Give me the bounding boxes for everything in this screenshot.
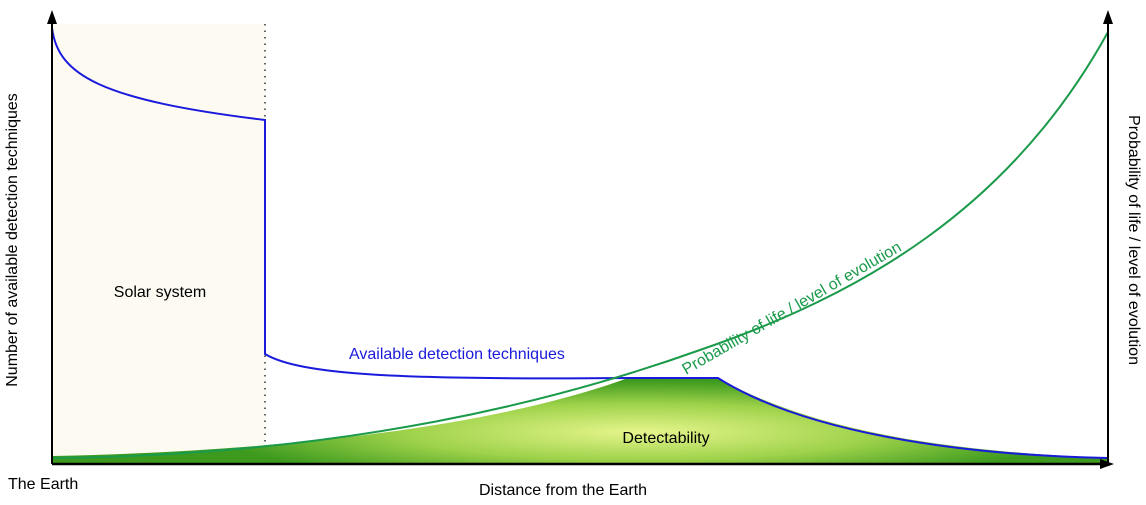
left-axis-label: Number of available detection techniques — [4, 93, 21, 387]
probability-curve — [51, 31, 1109, 459]
solar-system-region — [52, 24, 265, 456]
origin-label: The Earth — [8, 476, 78, 493]
detectability-label: Detectability — [622, 430, 709, 447]
right-axis-arrow — [1103, 10, 1113, 24]
x-axis-label: Distance from the Earth — [479, 482, 647, 499]
right-axis-label: Probability of life / level of evolution — [1125, 115, 1142, 365]
detection-techniques-curve — [51, 27, 1109, 459]
probability-curve-label: Probability of life / level of evolution — [680, 239, 905, 379]
solar-system-label: Solar system — [114, 284, 206, 301]
detectability-area — [52, 378, 1108, 464]
left-axis-arrow — [47, 10, 57, 24]
detection-techniques-label: Available detection techniques — [349, 346, 565, 363]
x-axis-arrow — [1100, 459, 1114, 469]
